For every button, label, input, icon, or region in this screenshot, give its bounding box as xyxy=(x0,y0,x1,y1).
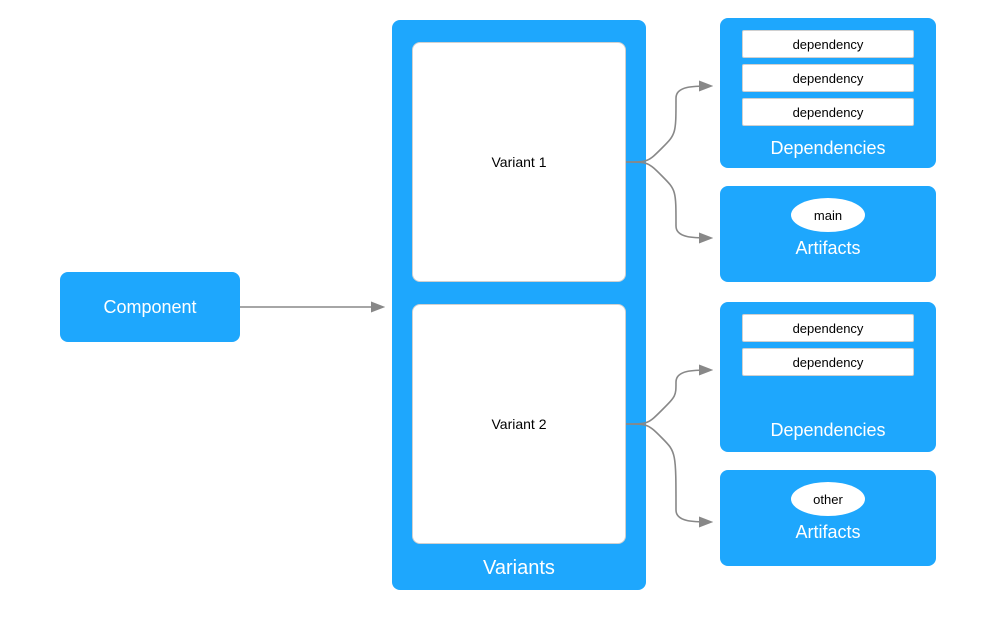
artifacts1-node: main Artifacts xyxy=(720,186,936,282)
dependencies2-caption: Dependencies xyxy=(770,420,885,441)
variant1-label: Variant 1 xyxy=(492,154,547,170)
dependencies2-node: dependency dependency Dependencies xyxy=(720,302,936,452)
variants-caption: Variants xyxy=(483,557,555,580)
variant2-label: Variant 2 xyxy=(492,416,547,432)
dep-label: dependency xyxy=(793,37,864,52)
dep-row: dependency xyxy=(742,98,914,126)
dependencies1-node: dependency dependency dependency Depende… xyxy=(720,18,936,168)
artifacts2-caption: Artifacts xyxy=(795,522,860,543)
dep-label: dependency xyxy=(793,355,864,370)
component-node: Component xyxy=(60,272,240,342)
variant2-node: Variant 2 xyxy=(412,304,626,544)
dep-row: dependency xyxy=(742,64,914,92)
dep-row: dependency xyxy=(742,30,914,58)
dep-row: dependency xyxy=(742,348,914,376)
component-label: Component xyxy=(103,297,196,318)
artifact-pill-label: main xyxy=(814,208,842,223)
dep-row: dependency xyxy=(742,314,914,342)
dependencies1-caption: Dependencies xyxy=(770,138,885,159)
dep-label: dependency xyxy=(793,321,864,336)
artifacts1-caption: Artifacts xyxy=(795,238,860,259)
artifact-pill-label: other xyxy=(813,492,843,507)
artifacts2-node: other Artifacts xyxy=(720,470,936,566)
dep-label: dependency xyxy=(793,71,864,86)
variant1-node: Variant 1 xyxy=(412,42,626,282)
dep-label: dependency xyxy=(793,105,864,120)
artifact-pill: other xyxy=(791,482,865,516)
artifact-pill: main xyxy=(791,198,865,232)
